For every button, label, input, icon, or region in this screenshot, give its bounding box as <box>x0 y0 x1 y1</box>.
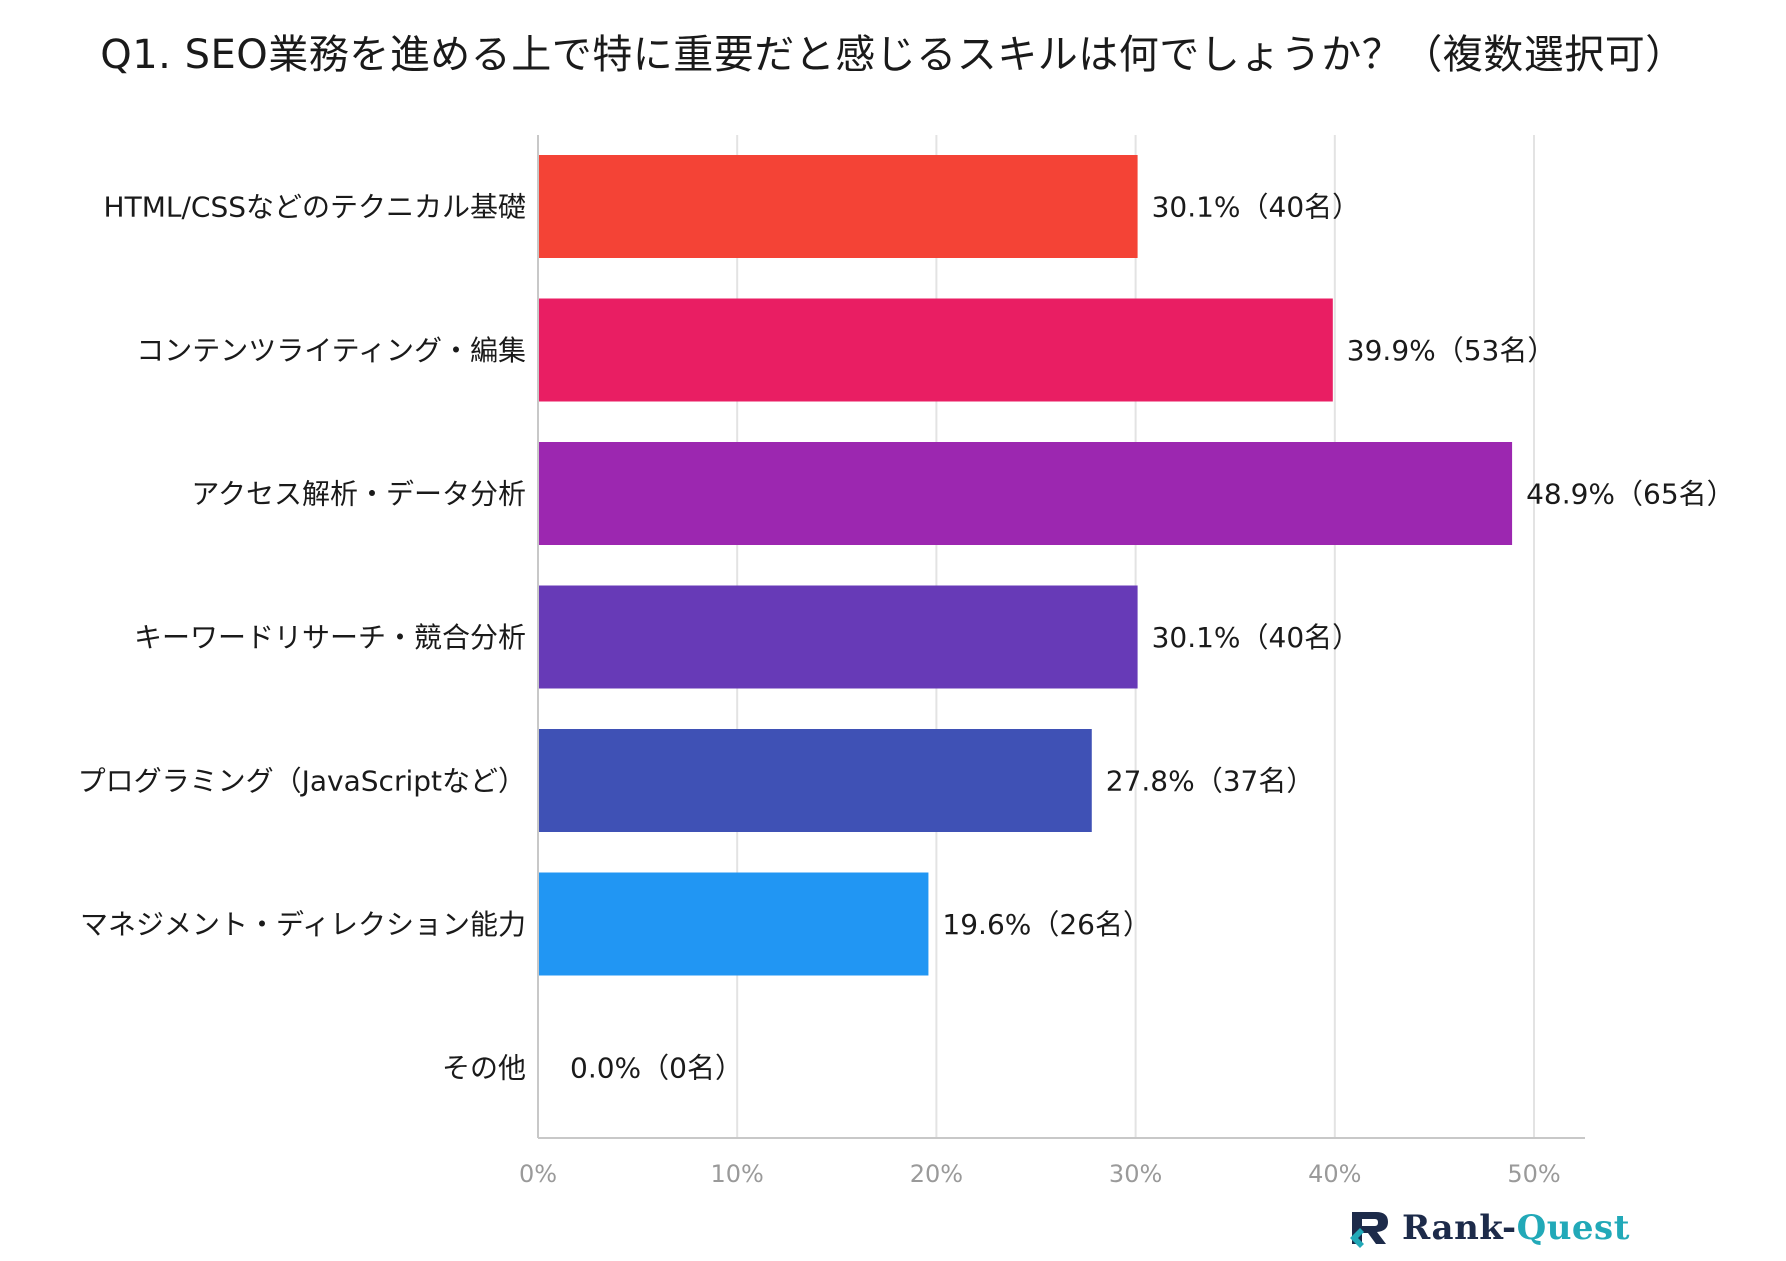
data-label: 19.6%（26名） <box>942 908 1151 941</box>
data-label: 30.1%（40名） <box>1152 191 1361 224</box>
data-label: 39.9%（53名） <box>1347 334 1556 367</box>
category-label: アクセス解析・データ分析 <box>191 478 526 511</box>
data-label: 30.1%（40名） <box>1152 621 1361 654</box>
bar <box>539 872 929 976</box>
brand-logo: Rank-Quest <box>1348 1208 1630 1248</box>
chart-title: Q1. SEO業務を進める上で特に重要だと感じるスキルは何でしょうか？（複数選択… <box>100 32 1686 78</box>
data-label: 27.8%（37名） <box>1106 765 1315 798</box>
data-label: 48.9%（65名） <box>1526 478 1735 511</box>
brand-name-prefix: Rank- <box>1402 1208 1517 1248</box>
brand-name: Rank-Quest <box>1402 1208 1630 1248</box>
category-label: コンテンツライティング・編集 <box>136 334 526 367</box>
bars <box>539 155 1513 976</box>
bar <box>539 729 1092 832</box>
category-label: マネジメント・ディレクション能力 <box>80 908 526 941</box>
bar <box>539 442 1513 545</box>
x-tick-label: 20% <box>910 1160 963 1188</box>
bar <box>539 298 1333 402</box>
category-label: キーワードリサーチ・競合分析 <box>134 621 526 654</box>
x-tick-label: 0% <box>519 1160 557 1188</box>
x-tick-label: 40% <box>1308 1160 1361 1188</box>
category-label: その他 <box>442 1052 526 1085</box>
x-tick-label: 10% <box>711 1160 764 1188</box>
data-label: 0.0%（0名） <box>570 1052 743 1085</box>
bar <box>539 585 1138 689</box>
x-tick-label: 50% <box>1507 1160 1560 1188</box>
rank-quest-logo-icon <box>1350 1212 1388 1248</box>
bar-chart: 0% 10% 20% 30% 40% 50% HTML/CSSなどのテクニカル基礎 30.1%… <box>78 135 1735 1189</box>
x-tick-label: 30% <box>1109 1160 1162 1188</box>
bar <box>539 155 1138 258</box>
category-label: HTML/CSSなどのテクニカル基礎 <box>104 191 526 224</box>
category-label: プログラミング（JavaScriptなど） <box>78 765 526 798</box>
brand-name-suffix: Quest <box>1516 1208 1630 1248</box>
labels: 0% 10% 20% 30% 40% 50% HTML/CSSなどのテクニカル基礎 30.1%… <box>78 191 1735 1189</box>
